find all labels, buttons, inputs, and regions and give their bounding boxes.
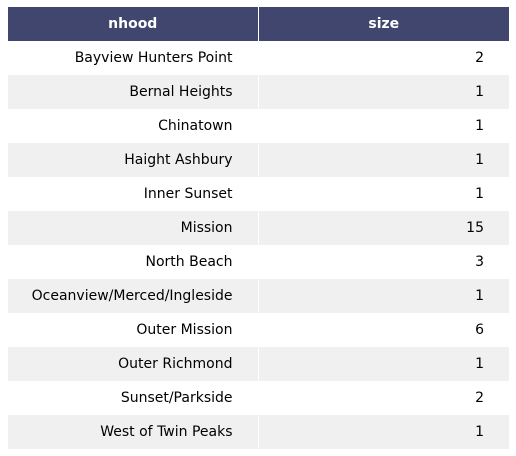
table-row: Mission 15 [8, 211, 509, 245]
table-row: Inner Sunset 1 [8, 177, 509, 211]
cell-size: 2 [258, 381, 509, 415]
cell-nhood: Haight Ashbury [8, 143, 259, 177]
table-row: Bayview Hunters Point 2 [8, 41, 509, 75]
cell-nhood: North Beach [8, 245, 259, 279]
cell-nhood: Oceanview/Merced/Ingleside [8, 279, 259, 313]
cell-size: 15 [258, 211, 509, 245]
column-header-size: size [258, 7, 509, 41]
table-body: Bayview Hunters Point 2 Bernal Heights 1 Chi… [8, 41, 509, 449]
cell-size: 1 [258, 415, 509, 449]
table-row: Oceanview/Merced/Ingleside 1 [8, 279, 509, 313]
cell-nhood: Sunset/Parkside [8, 381, 259, 415]
cell-nhood: Outer Richmond [8, 347, 259, 381]
cell-size: 1 [258, 347, 509, 381]
cell-size: 6 [258, 313, 509, 347]
cell-nhood: Outer Mission [8, 313, 259, 347]
cell-size: 2 [258, 41, 509, 75]
table-row: Sunset/Parkside 2 [8, 381, 509, 415]
table-row: Bernal Heights 1 [8, 75, 509, 109]
cell-size: 1 [258, 143, 509, 177]
cell-nhood: West of Twin Peaks [8, 415, 259, 449]
data-table: nhood size Bayview Hunters Point 2 Bernal H… [8, 7, 509, 449]
column-header-nhood: nhood [8, 7, 259, 41]
table-header: nhood size [8, 7, 509, 41]
cell-size: 1 [258, 279, 509, 313]
cell-size: 1 [258, 75, 509, 109]
header-row: nhood size [8, 7, 509, 41]
cell-nhood: Inner Sunset [8, 177, 259, 211]
table-row: Chinatown 1 [8, 109, 509, 143]
cell-nhood: Bayview Hunters Point [8, 41, 259, 75]
table-row: Outer Richmond 1 [8, 347, 509, 381]
cell-nhood: Mission [8, 211, 259, 245]
table-row: West of Twin Peaks 1 [8, 415, 509, 449]
cell-nhood: Chinatown [8, 109, 259, 143]
cell-nhood: Bernal Heights [8, 75, 259, 109]
table-row: Outer Mission 6 [8, 313, 509, 347]
cell-size: 1 [258, 177, 509, 211]
cell-size: 1 [258, 109, 509, 143]
table-row: North Beach 3 [8, 245, 509, 279]
cell-size: 3 [258, 245, 509, 279]
table-row: Haight Ashbury 1 [8, 143, 509, 177]
